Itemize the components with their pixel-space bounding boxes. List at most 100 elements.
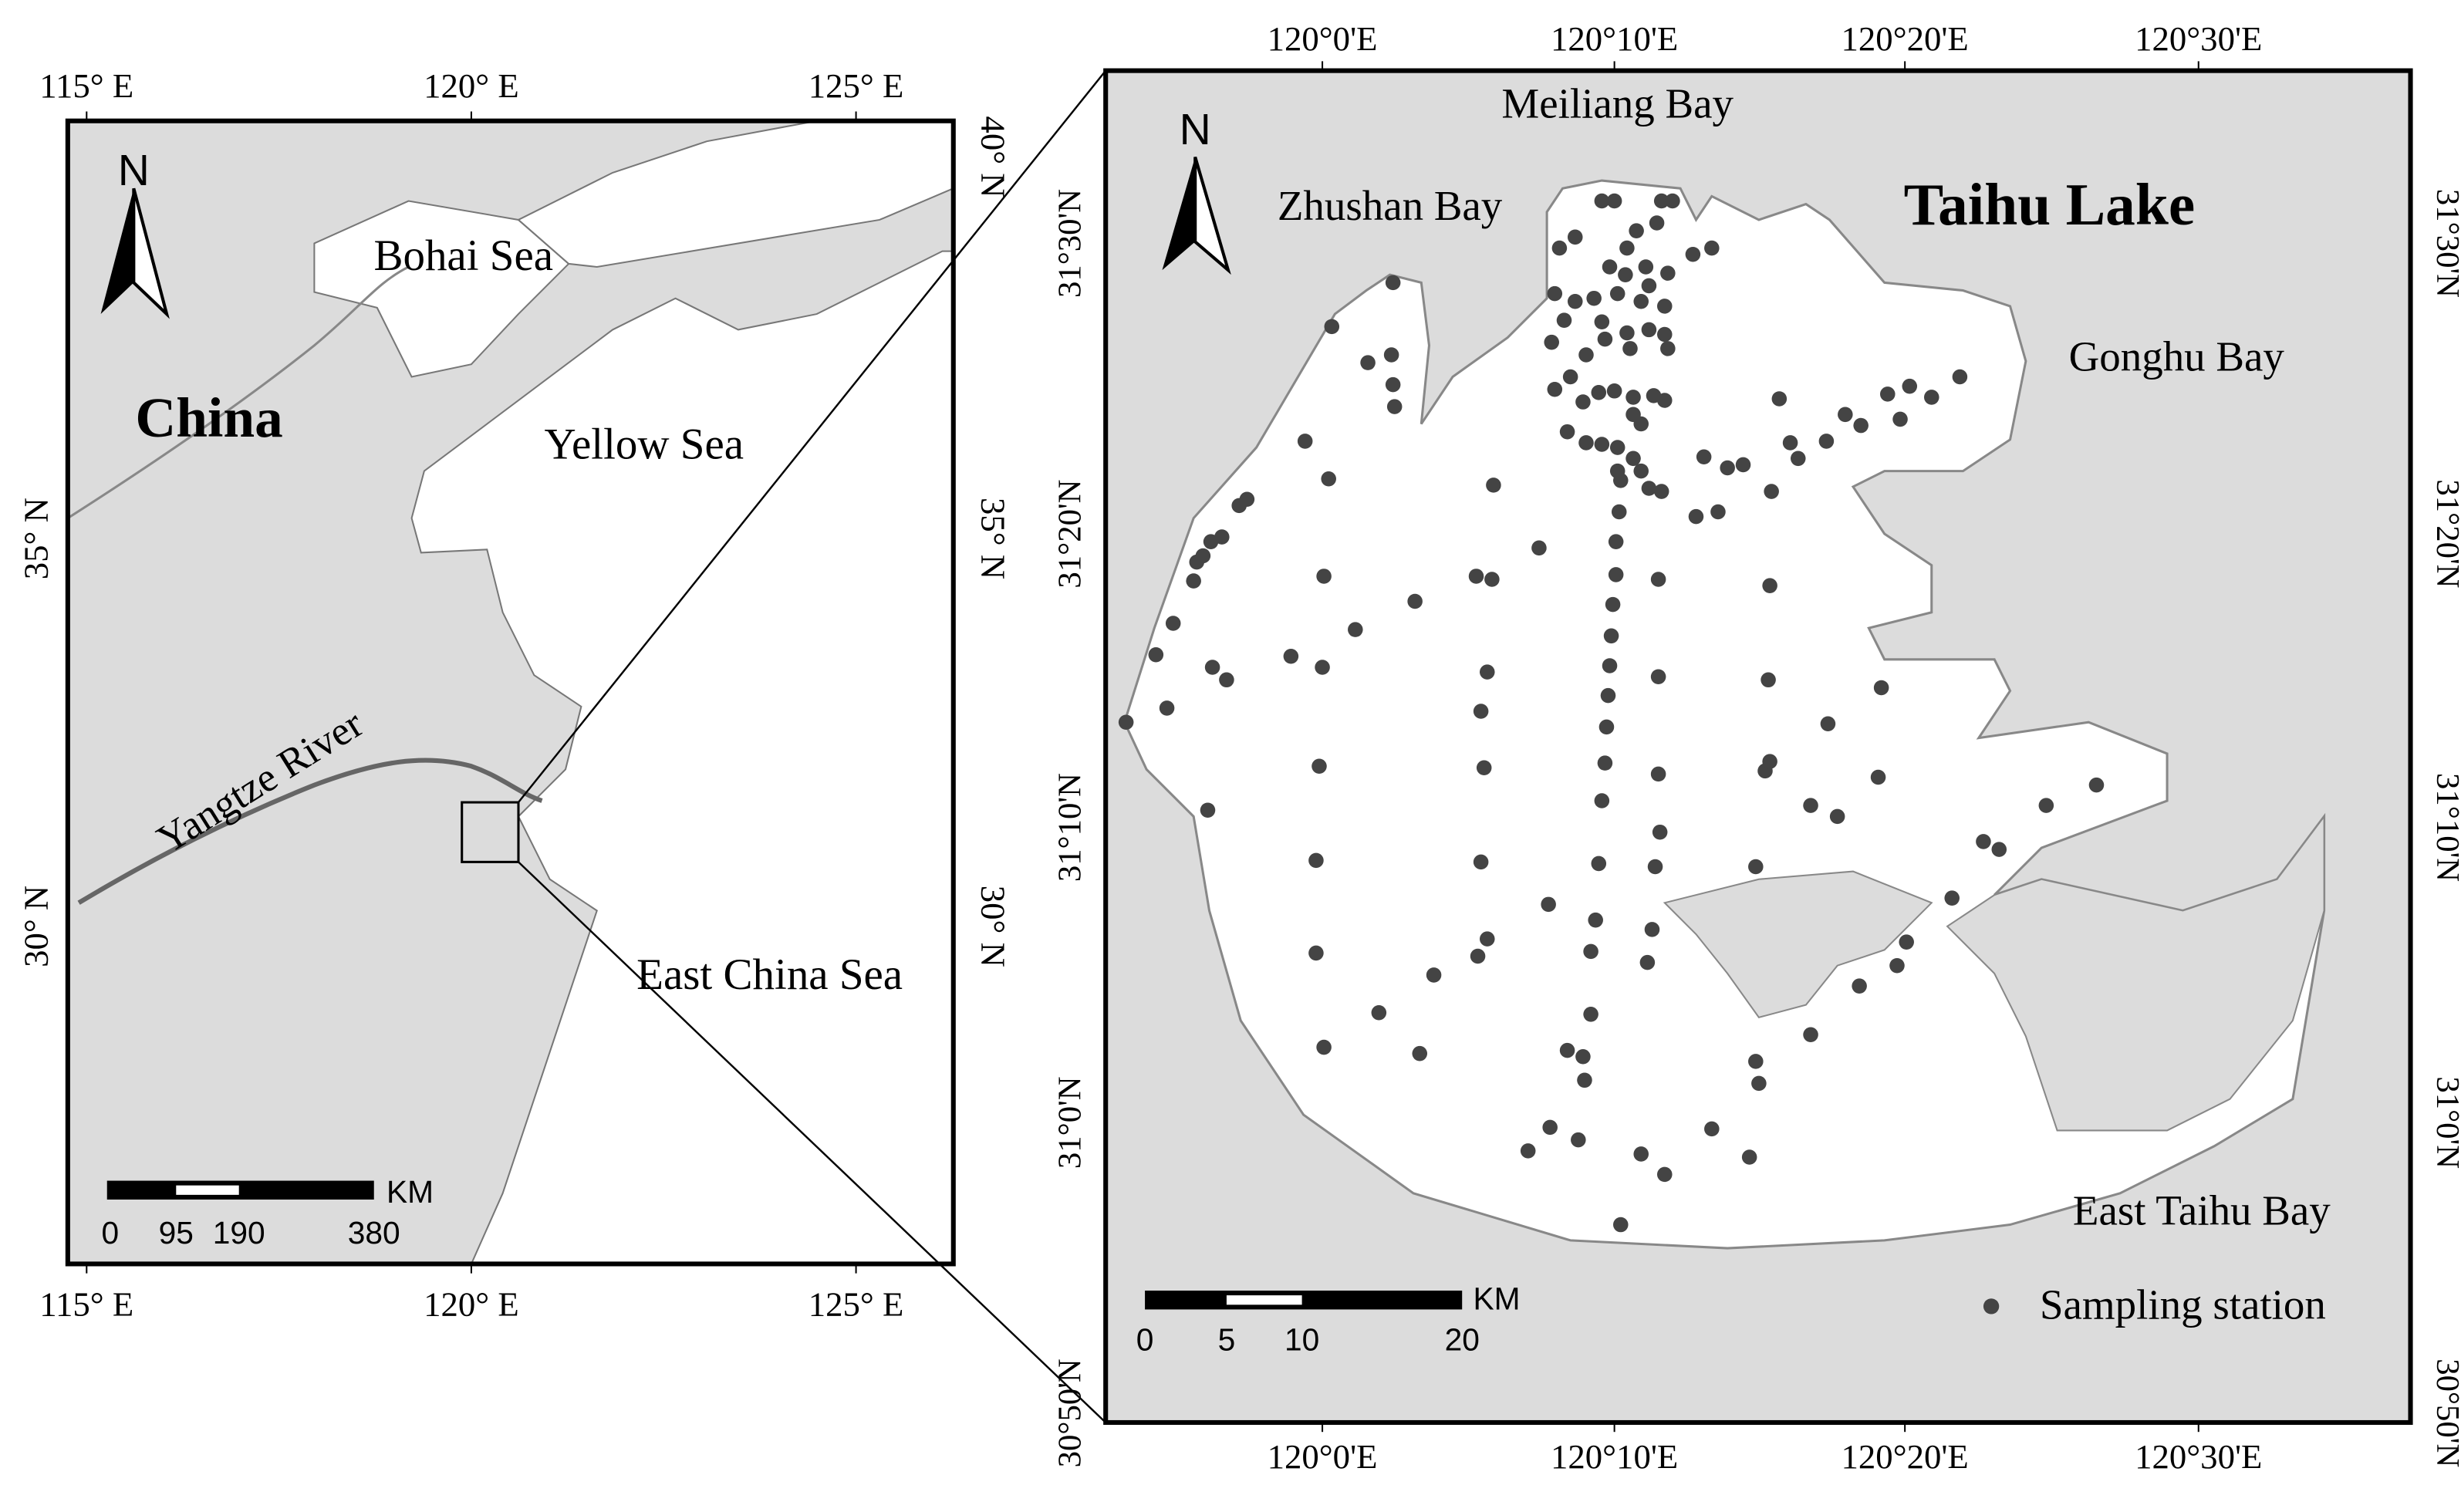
station [1316, 569, 1332, 584]
station [2038, 798, 2054, 813]
axis-label: 31°20'N [2429, 479, 2461, 588]
station [1853, 417, 1869, 434]
station [1470, 948, 1486, 964]
station [1688, 508, 1704, 525]
station [1761, 672, 1776, 688]
station [1544, 334, 1559, 350]
axis-label: 31°30'N [1052, 189, 1089, 298]
station [1118, 714, 1134, 731]
axis-label: 115° E [39, 1285, 133, 1324]
axis-label: 120°30'E [2135, 1437, 2262, 1476]
station [1600, 687, 1616, 704]
station [1283, 648, 1299, 664]
axis-label: 120°10'E [1551, 19, 1678, 58]
station [1609, 463, 1625, 479]
zoom-line [518, 861, 1107, 1423]
scale-label: 20 [1445, 1321, 1480, 1357]
station [1426, 967, 1442, 983]
axis-label: 125° E [809, 66, 904, 105]
station [1567, 294, 1583, 309]
station [1578, 435, 1594, 451]
station [1782, 435, 1798, 451]
station [1653, 193, 1669, 209]
station [1583, 943, 1598, 960]
station [1889, 957, 1905, 974]
station [1641, 278, 1657, 294]
scale-unit: KM [1473, 1281, 1520, 1316]
axis-label: 31°20'N [1052, 479, 1089, 588]
station [1551, 240, 1568, 256]
station [1165, 616, 1181, 631]
axis-label: 120°20'E [1842, 1437, 1969, 1476]
axis-label: 115° E [39, 66, 133, 105]
station [1720, 460, 1735, 476]
station [1308, 945, 1324, 961]
station [1647, 859, 1663, 875]
axis-label: 120°0'E [1268, 19, 1378, 58]
station [1575, 1048, 1591, 1065]
axis-label: 120°30'E [2135, 19, 2262, 58]
axis-label: 125° E [809, 1285, 904, 1324]
station [1710, 504, 1726, 520]
north-label: N [118, 146, 150, 195]
station [1685, 246, 1701, 262]
station [1633, 416, 1649, 432]
station [1312, 758, 1327, 774]
scale-label: 5 [1218, 1321, 1236, 1357]
axis-label: 120° E [424, 1285, 519, 1324]
axis-label: 30°50'N [2429, 1358, 2461, 1467]
sea [410, 250, 954, 1265]
station [1764, 484, 1779, 499]
station [1547, 381, 1563, 397]
station [1923, 390, 1939, 405]
north-arrow [132, 187, 170, 319]
station [1594, 793, 1610, 808]
station [1751, 1075, 1767, 1092]
station [1902, 378, 1918, 394]
station [1602, 658, 1618, 673]
station [1633, 463, 1649, 479]
station [1625, 451, 1641, 467]
station [1559, 424, 1575, 440]
station [1656, 326, 1673, 343]
axis-label: 30° N [974, 886, 1012, 967]
bohai-sea [313, 200, 570, 378]
station [1321, 471, 1336, 487]
station [1219, 672, 1234, 688]
scale-label: 95 [159, 1215, 194, 1250]
station [1385, 275, 1401, 291]
station [1606, 193, 1622, 209]
station [1556, 312, 1572, 328]
station [1704, 240, 1720, 256]
station [1952, 369, 1968, 385]
station [1541, 896, 1556, 913]
station [1741, 1149, 1757, 1165]
station [1633, 1146, 1649, 1162]
station [1297, 434, 1313, 449]
station [1653, 484, 1669, 499]
zoom-line [518, 69, 1107, 803]
station [1348, 622, 1363, 637]
place-label: Gonghu Bay [2069, 332, 2285, 380]
place-label: Zhushan Bay [1278, 182, 1503, 229]
station [1652, 824, 1668, 840]
station [1625, 390, 1641, 405]
station [1575, 394, 1591, 410]
station [1594, 314, 1610, 330]
scale-label: 0 [101, 1215, 119, 1250]
station [1473, 704, 1489, 719]
station [1762, 754, 1777, 769]
axis-label: 120° E [424, 66, 519, 105]
station [1186, 573, 1201, 589]
legend-label: Sampling station [2040, 1281, 2326, 1328]
station [1562, 369, 1578, 385]
station [1531, 540, 1547, 556]
station [1818, 434, 1835, 449]
station [1412, 1045, 1428, 1061]
axis-label: 31°30'N [2429, 189, 2461, 298]
station [1608, 534, 1624, 549]
scale-bar [176, 1185, 239, 1195]
stations [1118, 193, 2105, 1233]
station [1324, 319, 1340, 335]
station [1852, 978, 1867, 994]
